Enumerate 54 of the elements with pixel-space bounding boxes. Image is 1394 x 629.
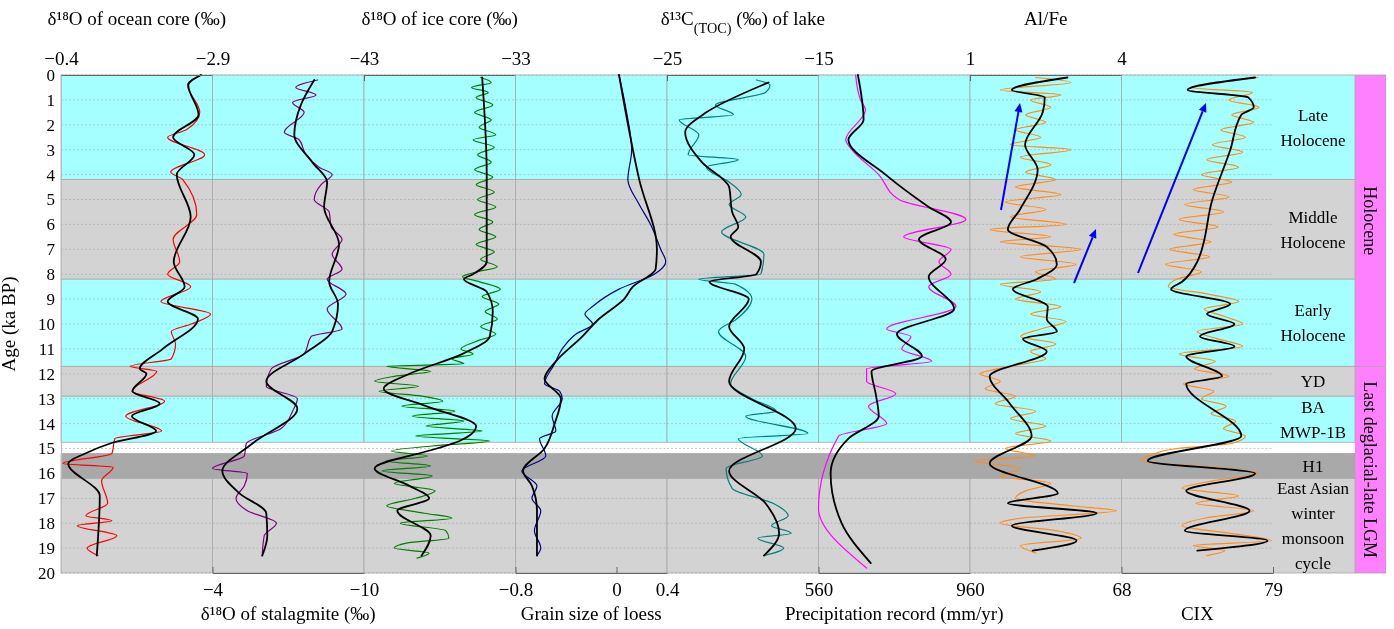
x-tick-label: −43 — [349, 48, 380, 69]
y-tick-label: 1 — [46, 90, 55, 110]
y-tick-label: 10 — [38, 314, 55, 334]
y-tick-label: 13 — [38, 389, 55, 409]
y-tick-label: 19 — [38, 539, 55, 559]
x-tick-label: 960 — [956, 579, 985, 601]
band-label: Holocene — [1359, 186, 1380, 256]
y-tick-label: 7 — [46, 240, 56, 260]
x-tick-label: 4 — [1117, 48, 1128, 69]
x-tick-label: 560 — [804, 579, 834, 601]
x-axis-title: Al/Fe — [1024, 8, 1068, 29]
x-axis-title: δ¹⁸O of ocean core (‰) — [47, 8, 226, 30]
y-tick-label: 18 — [38, 514, 55, 534]
x-tick-label: −33 — [501, 48, 531, 69]
y-tick-label: 17 — [38, 489, 56, 509]
band-label: Middle Holocene — [1280, 207, 1346, 252]
y-tick-label: 6 — [46, 215, 55, 235]
y-tick-label: 14 — [38, 414, 56, 434]
y-tick-label: 15 — [38, 439, 55, 459]
y-tick-label: 3 — [46, 140, 55, 160]
y-axis-title: Age (ka BP) — [0, 276, 20, 372]
y-tick-label: 20 — [38, 563, 55, 583]
y-tick-label: 5 — [46, 190, 55, 210]
x-axis-title: Precipitation record (mm/yr) — [785, 603, 1004, 625]
y-tick-label: 9 — [46, 290, 55, 310]
y-tick-label: 16 — [38, 464, 55, 484]
y-tick-label: 2 — [46, 115, 55, 135]
band-label: Early Holocene — [1280, 301, 1346, 346]
x-axis-title: CIX — [1180, 603, 1214, 624]
x-tick-label: −10 — [349, 579, 380, 601]
x-axis-title: δ¹⁸O of stalagmite (‰) — [200, 603, 376, 625]
x-axis-title: δ¹³C$_{(TOC)}$ (‰) of lake — [660, 8, 825, 37]
y-tick-label: 12 — [38, 364, 55, 384]
x-tick-label: −15 — [804, 48, 834, 69]
x-tick-label: 0.4 — [655, 579, 680, 601]
x-tick-label: −0.8 — [498, 579, 534, 601]
x-tick-label: −4 — [202, 579, 224, 601]
x-tick-label: −25 — [652, 48, 683, 69]
band-label: East Asian winter monsoon cycle — [1276, 479, 1350, 574]
band-label: H1 — [1302, 456, 1324, 476]
band-label: BA MWP-1B — [1279, 397, 1347, 442]
x-tick-label: −2.9 — [195, 48, 231, 69]
x-tick-label: 0 — [612, 579, 622, 601]
x-tick-label: 1 — [965, 48, 976, 69]
band-label: YD — [1300, 372, 1326, 392]
x-axis-title: Grain size of loess — [520, 603, 662, 624]
y-tick-label: 4 — [46, 165, 56, 185]
x-axis-title: δ¹⁸O of ice core (‰) — [361, 8, 518, 30]
y-tick-label: 8 — [46, 265, 55, 285]
band-label: Late Holocene — [1280, 105, 1346, 150]
band-label: Last deglacial-late LGM — [1359, 381, 1380, 559]
x-tick-label: 68 — [1112, 579, 1132, 601]
x-tick-label: 79 — [1264, 579, 1283, 601]
y-tick-label: 11 — [38, 339, 55, 359]
